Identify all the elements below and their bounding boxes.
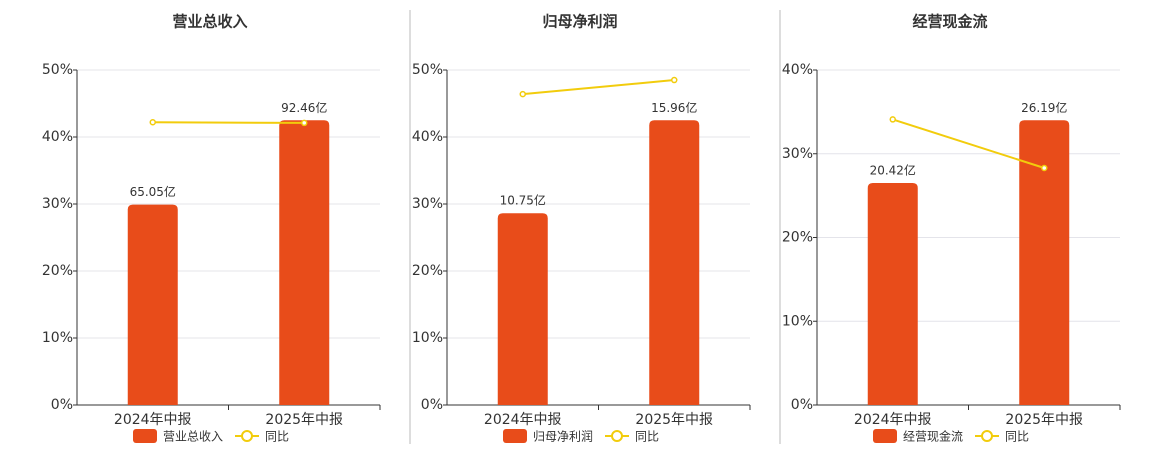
value-label: 20.42亿 <box>870 162 916 177</box>
x-tick-label: 2025年中报 <box>635 412 713 428</box>
line-point <box>889 116 896 123</box>
x-tick-label: 2025年中报 <box>1005 412 1083 428</box>
x-tick-label: 2024年中报 <box>114 412 192 428</box>
value-label: 15.96亿 <box>651 100 697 115</box>
legend-label: 经营现金流 <box>903 429 963 444</box>
line-point <box>671 76 678 84</box>
legend-label: 同比 <box>265 430 289 444</box>
bar <box>1019 120 1070 405</box>
x-tick-label: 2024年中报 <box>854 412 932 428</box>
y-tick-label: 0% <box>51 397 73 413</box>
chart-title: 营业总收入 <box>172 13 247 31</box>
value-label: 10.75亿 <box>500 193 546 208</box>
y-tick-label: 30% <box>782 146 813 162</box>
bar <box>279 120 330 405</box>
legend-swatch <box>981 430 993 442</box>
line-point <box>301 119 308 127</box>
y-tick-label: 30% <box>412 196 443 212</box>
bar <box>649 120 700 405</box>
value-label: 92.46亿 <box>281 100 327 115</box>
y-tick-label: 0% <box>421 397 443 413</box>
legend-label: 同比 <box>1005 430 1029 444</box>
value-label: 65.05亿 <box>130 184 176 199</box>
y-tick-label: 20% <box>412 263 443 279</box>
chart-title: 经营现金流 <box>912 13 987 31</box>
legend-swatch <box>873 429 897 443</box>
line <box>152 121 305 124</box>
line-point <box>149 119 156 126</box>
legend-swatch <box>611 430 623 442</box>
y-tick-label: 10% <box>42 330 73 346</box>
line-point <box>519 90 526 98</box>
y-tick-label: 30% <box>42 196 73 212</box>
line-point <box>1041 164 1048 172</box>
y-tick-label: 20% <box>42 263 73 279</box>
y-tick-label: 50% <box>42 62 73 78</box>
legend-swatch <box>133 429 157 443</box>
y-tick-label: 40% <box>42 129 73 145</box>
legend-swatch <box>503 429 527 443</box>
y-tick-label: 20% <box>782 230 813 246</box>
legend-label: 营业总收入 <box>163 430 223 444</box>
value-label: 26.19亿 <box>1021 100 1067 115</box>
chart-title: 归母净利润 <box>542 13 617 31</box>
legend-swatch <box>241 430 253 442</box>
x-tick-label: 2024年中报 <box>484 412 562 428</box>
bar <box>867 182 918 405</box>
line <box>522 79 675 96</box>
y-tick-label: 0% <box>791 397 813 413</box>
line <box>892 118 1045 169</box>
y-tick-label: 40% <box>412 129 443 145</box>
y-tick-label: 50% <box>412 62 443 78</box>
y-tick-label: 40% <box>782 62 813 78</box>
x-tick-label: 2025年中报 <box>265 412 343 428</box>
y-tick-label: 10% <box>412 330 443 346</box>
legend-label: 同比 <box>635 430 659 444</box>
bar <box>127 204 178 405</box>
legend-label: 归母净利润 <box>533 430 593 444</box>
bar <box>497 213 548 405</box>
y-tick-label: 10% <box>782 313 813 329</box>
